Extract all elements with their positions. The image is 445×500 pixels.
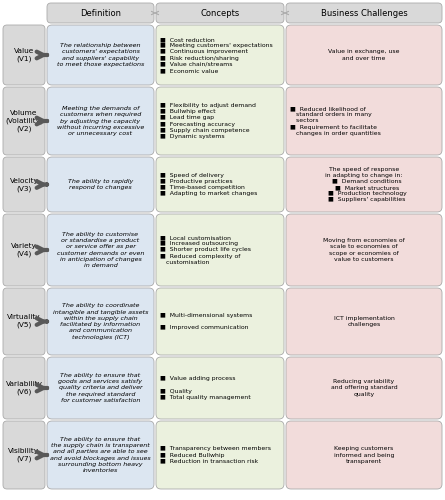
FancyBboxPatch shape [286, 25, 442, 85]
Text: Moving from economies of
scale to economies of
scope or economies of
value to cu: Moving from economies of scale to econom… [323, 238, 405, 262]
Text: ICT implementation
challenges: ICT implementation challenges [334, 316, 394, 327]
Text: Value in exchange, use
and over time: Value in exchange, use and over time [328, 50, 400, 60]
FancyBboxPatch shape [3, 357, 45, 419]
Text: Concepts: Concepts [200, 8, 239, 18]
Text: The ability to ensure that
goods and services satisfy
quality criteria and deliv: The ability to ensure that goods and ser… [58, 373, 142, 403]
FancyBboxPatch shape [156, 87, 284, 155]
Text: Meeting the demands of
customers when required
by adjusting the capacity
without: Meeting the demands of customers when re… [57, 106, 144, 136]
Text: Keeping customers
informed and being
transparent: Keeping customers informed and being tra… [334, 446, 394, 464]
FancyBboxPatch shape [47, 421, 154, 489]
FancyBboxPatch shape [3, 288, 45, 355]
Text: ■  Multi-dimensional systems

■  Improved communication: ■ Multi-dimensional systems ■ Improved c… [160, 313, 252, 330]
Text: Business Challenges: Business Challenges [321, 8, 407, 18]
Text: The ability to ensure that
the supply chain is transparent
and all parties are a: The ability to ensure that the supply ch… [50, 437, 151, 473]
FancyBboxPatch shape [47, 357, 154, 419]
FancyBboxPatch shape [286, 3, 442, 23]
FancyBboxPatch shape [47, 157, 154, 212]
FancyBboxPatch shape [286, 421, 442, 489]
Text: Reducing variability
and offering standard
quality: Reducing variability and offering standa… [331, 380, 397, 396]
Text: Velocity
(V3): Velocity (V3) [9, 178, 38, 192]
Text: Definition: Definition [80, 8, 121, 18]
Text: Visibility
(V7): Visibility (V7) [8, 448, 40, 462]
Text: ■  Flexibility to adjust demand
■  Bullwhip effect
■  Lead time gap
■  Forecasti: ■ Flexibility to adjust demand ■ Bullwhi… [160, 103, 256, 139]
FancyBboxPatch shape [286, 214, 442, 286]
Text: ■  Cost reduction
■  Meeting customers' expectations
■  Continuous improvement
■: ■ Cost reduction ■ Meeting customers' ex… [160, 37, 273, 73]
FancyBboxPatch shape [156, 357, 284, 419]
FancyBboxPatch shape [3, 214, 45, 286]
Text: Variability
(V6): Variability (V6) [5, 381, 43, 395]
FancyBboxPatch shape [156, 25, 284, 85]
FancyBboxPatch shape [286, 288, 442, 355]
Text: Value
(V1): Value (V1) [14, 48, 34, 62]
Text: ■  Value adding process

■  Quality
■  Total quality management: ■ Value adding process ■ Quality ■ Total… [160, 376, 251, 400]
Text: The ability to rapidly
respond to changes: The ability to rapidly respond to change… [68, 179, 133, 190]
Text: ■  Speed of delivery
■  Productive practices
■  Time-based competition
■  Adapti: ■ Speed of delivery ■ Productive practic… [160, 172, 257, 197]
FancyBboxPatch shape [47, 3, 154, 23]
Text: Variety
(V4): Variety (V4) [11, 243, 37, 257]
FancyBboxPatch shape [156, 288, 284, 355]
Text: ■  Transparency between members
■  Reduced Bullwhip
■  Reduction in transaction : ■ Transparency between members ■ Reduced… [160, 446, 271, 464]
FancyBboxPatch shape [47, 87, 154, 155]
Text: Volume
(Volatility)
(V2): Volume (Volatility) (V2) [5, 110, 43, 132]
FancyBboxPatch shape [286, 87, 442, 155]
FancyBboxPatch shape [156, 157, 284, 212]
FancyBboxPatch shape [47, 288, 154, 355]
Text: The ability to customise
or standardise a product
or service offer as per
custom: The ability to customise or standardise … [57, 232, 144, 268]
Text: Virtuality
(V5): Virtuality (V5) [7, 314, 41, 328]
FancyBboxPatch shape [156, 214, 284, 286]
FancyBboxPatch shape [3, 25, 45, 85]
FancyBboxPatch shape [156, 421, 284, 489]
FancyBboxPatch shape [156, 3, 284, 23]
FancyBboxPatch shape [47, 214, 154, 286]
Text: The ability to coordinate
intangible and tangible assets
within the supply chain: The ability to coordinate intangible and… [53, 304, 148, 340]
FancyBboxPatch shape [3, 421, 45, 489]
FancyBboxPatch shape [3, 87, 45, 155]
Text: ■  Local customisation
■  Increased outsourcing
■  Shorter product life cycles
■: ■ Local customisation ■ Increased outsou… [160, 235, 251, 265]
Text: The speed of response
in adapting to change in:
   ■  Demand conditions
   ■  Ma: The speed of response in adapting to cha… [322, 166, 406, 202]
Text: ■  Reduced likelihood of
   standard orders in many
   sectors
■  Requirement to: ■ Reduced likelihood of standard orders … [290, 106, 381, 136]
Text: The relationship between
customers' expectations
and suppliers' capability
to me: The relationship between customers' expe… [57, 43, 144, 67]
FancyBboxPatch shape [286, 357, 442, 419]
FancyBboxPatch shape [47, 25, 154, 85]
FancyBboxPatch shape [3, 157, 45, 212]
FancyBboxPatch shape [286, 157, 442, 212]
